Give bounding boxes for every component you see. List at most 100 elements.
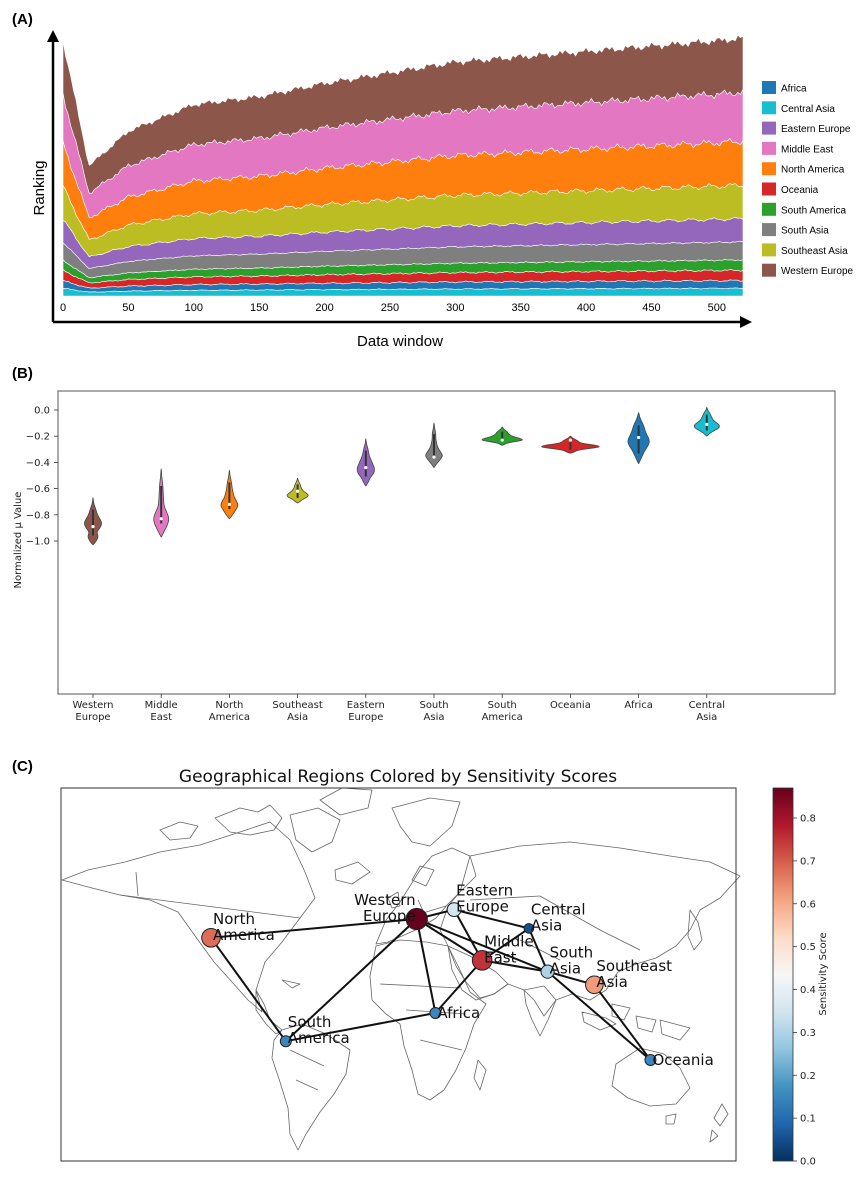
colorbar-tick-label: 0.5	[800, 942, 816, 953]
node-label-southeast-asia: Southeast Asia	[596, 957, 672, 991]
legend-swatch-southeast-asia	[762, 243, 776, 257]
violin-median-central-asia	[705, 422, 709, 427]
node-north-america	[201, 928, 221, 948]
node-south-asia	[540, 964, 555, 979]
x-tick-label: 300	[446, 302, 464, 314]
edge-western-europe-africa	[415, 918, 437, 1014]
edge-middle-east-africa	[434, 959, 483, 1014]
node-africa	[429, 1007, 442, 1019]
colorbar-tick-label: 0.7	[800, 856, 816, 867]
legend-swatch-eastern-europe	[762, 121, 776, 135]
panel-b: (B) Normalized μ Value 0.0 −0.2 −0.4 −0.6 −0…	[12, 365, 836, 723]
legend-label-eastern-europe: Eastern Europe	[781, 124, 851, 135]
x-tick-label: 50	[122, 302, 134, 314]
x-tick-label: Southeast	[272, 700, 323, 711]
x-tick-label: Oceania	[550, 700, 591, 711]
legend-swatch-western-europe	[762, 263, 776, 277]
legend-label-central-asia: Central Asia	[781, 104, 835, 115]
violin-median-south-asia	[432, 455, 436, 459]
y-axis-label: Normalized μ Value	[13, 492, 24, 589]
violin-median-south-america	[500, 438, 504, 442]
violin-median-western-europe	[91, 524, 95, 529]
violin-median-oceania	[568, 438, 573, 442]
legend-swatch-oceania	[762, 182, 776, 196]
x-tick-label: 450	[642, 302, 660, 314]
node-south-america	[279, 1035, 292, 1048]
y-tick-label: −0.4	[26, 458, 50, 469]
x-tick-label: Asia	[696, 712, 717, 723]
panel-a-label: (A)	[12, 11, 33, 28]
colorbar-tick-label: 0.4	[800, 985, 816, 996]
y-tick-label: −0.2	[26, 432, 50, 443]
legend-label-middle-east: Middle East	[781, 144, 833, 155]
node-label-oceania: Oceania	[652, 1051, 713, 1069]
x-tick-label: Europe	[75, 712, 110, 723]
edge-south-america-africa	[285, 1012, 436, 1043]
colorbar-tick-label: 0.1	[800, 1114, 816, 1125]
edge-south-america-western-europe	[285, 918, 418, 1042]
x-tick-label: Middle	[145, 700, 178, 711]
x-arrowhead	[740, 316, 752, 328]
panel-c: (C) Geographical Regions Colored by Sens…	[12, 758, 829, 1168]
edge-middle-east-south-asia	[481, 959, 548, 973]
node-southeast-asia	[585, 975, 604, 995]
legend-label-south-asia: South Asia	[781, 226, 829, 237]
edge-central-asia-south-asia	[527, 928, 549, 973]
legend-swatch-north-america	[762, 162, 776, 176]
x-tick-label: 400	[577, 302, 595, 314]
node-label-eastern-europe: Eastern Europe	[456, 882, 513, 916]
node-label-central-asia: Central Asia	[531, 900, 586, 934]
x-tick-label: Western	[72, 700, 113, 711]
legend-swatch-south-america	[762, 202, 776, 216]
violin-median-north-america	[227, 502, 231, 506]
x-tick-label: Central	[689, 700, 725, 711]
x-axis-label: Data window	[357, 333, 443, 350]
edge-western-europe-middle-east	[416, 918, 483, 962]
legend-label-south-america: South America	[781, 205, 846, 216]
y-tick-label: −0.8	[26, 510, 50, 521]
violin-median-eastern-europe	[364, 466, 368, 470]
x-tick-label: 100	[185, 302, 203, 314]
colorbar-tick-label: 0.0	[800, 1157, 816, 1168]
edge-north-america-south-america	[210, 937, 287, 1042]
edge-south-asia-oceania	[546, 970, 652, 1061]
violin-median-middle-east	[159, 517, 163, 521]
colorbar-tick-label: 0.6	[800, 899, 816, 910]
legend-label-southeast-asia: Southeast Asia	[781, 246, 848, 257]
panel-a: (A) Ranking Data window 0 50 100 150 200 250 3…	[12, 11, 854, 350]
network-edges	[210, 908, 652, 1061]
x-tick-label: America	[209, 712, 250, 723]
plot-frame	[57, 390, 836, 695]
x-tick-label: 500	[708, 302, 726, 314]
x-tick-label: 350	[512, 302, 530, 314]
area-western-europe	[62, 34, 744, 194]
x-tick-label: America	[482, 712, 523, 723]
x-tick-label: Eastern	[347, 700, 385, 711]
legend-label-oceania: Oceania	[781, 185, 819, 196]
node-label-africa: Africa	[437, 1004, 480, 1022]
y-ticks: 0.0 −0.2 −0.4 −0.6 −0.8 −1.0	[26, 406, 58, 548]
x-tick-label: 150	[250, 302, 268, 314]
y-tick-label: −1.0	[26, 537, 50, 548]
x-tick-label: Europe	[348, 712, 383, 723]
x-tick-label: 0	[60, 302, 66, 314]
node-western-europe	[405, 907, 428, 931]
x-tick-label: 250	[381, 302, 399, 314]
x-tick-label: South	[488, 700, 517, 711]
stacked-area-plot	[62, 34, 744, 297]
node-eastern-europe	[446, 902, 462, 917]
y-tick-label: −0.6	[26, 484, 50, 495]
node-label-middle-east: Middle East	[484, 932, 534, 966]
legend-swatch-central-asia	[762, 101, 776, 115]
x-tick-label: 200	[315, 302, 333, 314]
x-tick-label: North	[215, 700, 243, 711]
map-frame	[60, 787, 737, 1162]
colorbar	[772, 787, 794, 1162]
y-arrowhead	[47, 30, 59, 42]
colorbar-tick-label: 0.2	[800, 1071, 816, 1082]
y-axis-label: Ranking	[31, 160, 48, 215]
x-tick-label: Asia	[424, 712, 445, 723]
map-title: Geographical Regions Colored by Sensitiv…	[179, 767, 617, 787]
x-tick-labels: WesternEuropeMiddleEastNorthAmericaSouth…	[72, 694, 725, 723]
